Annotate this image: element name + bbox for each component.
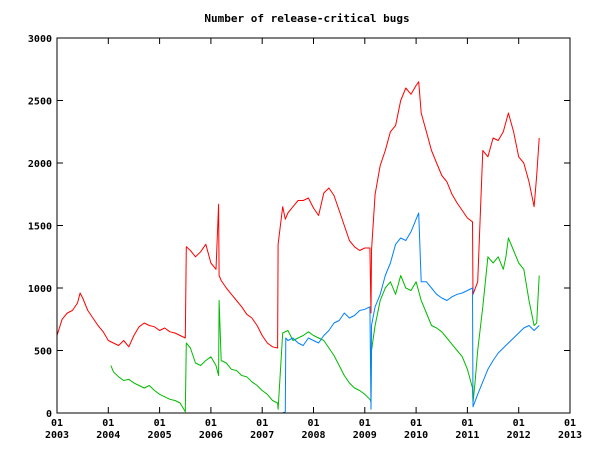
y-tick-label: 0 bbox=[46, 409, 52, 420]
x-tick-label-month: 01 bbox=[564, 418, 576, 429]
series-line-2 bbox=[110, 237, 540, 413]
x-tick-label-month: 01 bbox=[513, 418, 525, 429]
x-tick-label-month: 01 bbox=[410, 418, 422, 429]
x-tick-label-year: 2005 bbox=[148, 430, 172, 441]
x-tick-label-month: 01 bbox=[51, 418, 63, 429]
x-tick-label-month: 01 bbox=[154, 418, 166, 429]
y-tick-label: 2000 bbox=[28, 159, 52, 170]
x-axis: 0120030120040120050120060120070120080120… bbox=[45, 38, 582, 441]
series-line-1 bbox=[56, 81, 540, 349]
y-tick-label: 1000 bbox=[28, 284, 52, 295]
chart-title: Number of release-critical bugs bbox=[204, 12, 409, 25]
x-tick-label-year: 2010 bbox=[404, 430, 428, 441]
x-tick-label-month: 01 bbox=[205, 418, 217, 429]
x-tick-label-year: 2003 bbox=[45, 430, 69, 441]
x-tick-label-year: 2006 bbox=[199, 430, 223, 441]
y-tick-label: 1500 bbox=[28, 222, 52, 233]
x-tick-label-month: 01 bbox=[307, 418, 319, 429]
x-tick-label-year: 2009 bbox=[353, 430, 377, 441]
x-tick-label-year: 2008 bbox=[301, 430, 325, 441]
series-line-3 bbox=[280, 212, 540, 414]
x-tick-label-month: 01 bbox=[102, 418, 114, 429]
x-tick-label-month: 01 bbox=[256, 418, 268, 429]
y-tick-label: 2500 bbox=[28, 97, 52, 108]
plot-series bbox=[56, 81, 540, 414]
plot-frame bbox=[56, 37, 571, 414]
x-tick-label-year: 2007 bbox=[250, 430, 274, 441]
x-tick-label-month: 01 bbox=[461, 418, 473, 429]
y-tick-label: 3000 bbox=[28, 34, 52, 45]
x-tick-label-month: 01 bbox=[359, 418, 371, 429]
x-tick-label-year: 2011 bbox=[455, 430, 479, 441]
y-axis: 0 500 1000 1500 2000 2500 3000 bbox=[28, 34, 570, 420]
x-tick-label-year: 2004 bbox=[96, 430, 120, 441]
y-tick-label: 500 bbox=[34, 347, 52, 358]
x-tick-label-year: 2013 bbox=[558, 430, 582, 441]
x-tick-label-year: 2012 bbox=[507, 430, 531, 441]
